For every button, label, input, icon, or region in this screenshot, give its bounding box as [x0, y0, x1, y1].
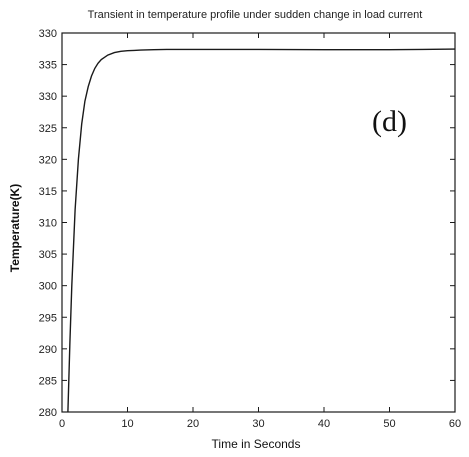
y-tick-label: 305 [39, 249, 57, 261]
chart-title: Transient in temperature profile under s… [88, 9, 423, 21]
axis-ticks: 0 10 20 30 40 50 60 280 285 290 295 300 305 310 315 320… [39, 28, 461, 430]
x-tick-label: 10 [121, 418, 133, 430]
y-tick-label: 300 [39, 281, 57, 293]
x-tick-label: 30 [252, 418, 264, 430]
y-tick-label: 285 [39, 375, 57, 387]
x-tick-label: 50 [383, 418, 395, 430]
y-tick-label: 325 [39, 123, 57, 135]
x-axis-title: Time in Seconds [212, 437, 301, 451]
y-tick-label: 290 [39, 344, 57, 356]
y-tick-label-top: 330 [39, 28, 57, 40]
y-tick-label: 330 [39, 91, 57, 103]
y-tick-label: 295 [39, 312, 57, 324]
temperature-series-line [67, 48, 456, 413]
x-tick-label: 0 [59, 418, 65, 430]
y-tick-label: 310 [39, 218, 57, 230]
y-axis-title: Temperature(K) [8, 184, 22, 272]
x-tick-label: 20 [187, 418, 199, 430]
x-tick-label: 40 [318, 418, 330, 430]
y-tick-label: 320 [39, 154, 57, 166]
y-tick-label: 335 [39, 60, 57, 72]
plot-frame [61, 32, 456, 413]
x-tick-label: 60 [449, 418, 461, 430]
y-tick-label: 280 [39, 407, 57, 419]
y-tick-label: 315 [39, 186, 57, 198]
panel-label: (d) [372, 105, 407, 138]
